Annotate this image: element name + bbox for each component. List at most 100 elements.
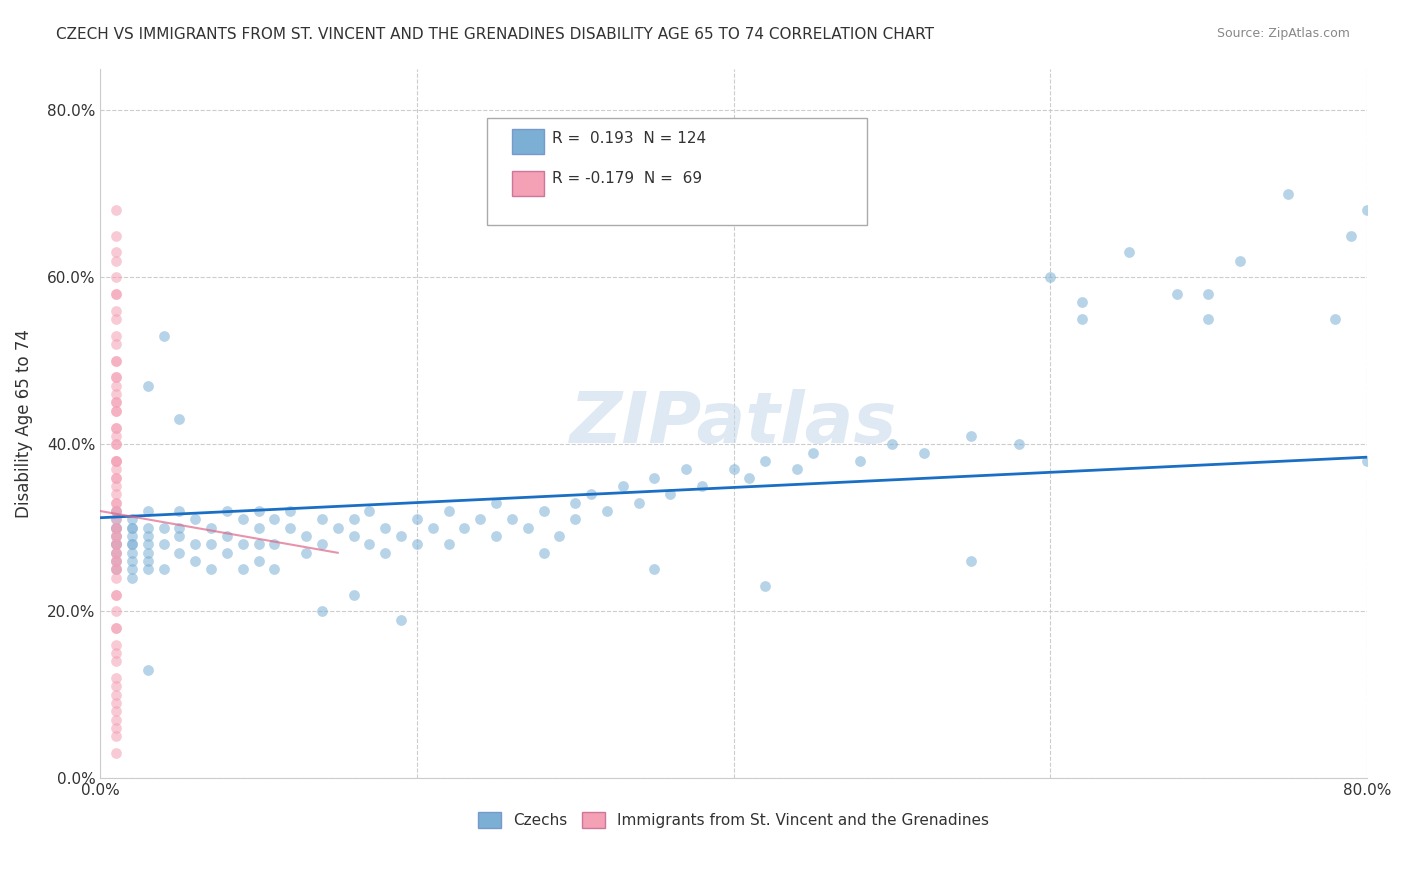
Point <box>105 496 128 510</box>
Point <box>342 588 364 602</box>
Point <box>105 496 128 510</box>
Point <box>136 521 159 535</box>
Point <box>359 504 381 518</box>
Point <box>105 429 128 443</box>
Point <box>801 445 824 459</box>
Point <box>136 504 159 518</box>
Point <box>105 537 128 551</box>
Point <box>105 537 128 551</box>
Point <box>374 521 396 535</box>
Point <box>136 562 159 576</box>
Point <box>1070 312 1092 326</box>
Point <box>247 554 270 568</box>
Point <box>105 404 128 418</box>
Point <box>105 546 128 560</box>
Point <box>105 588 128 602</box>
Y-axis label: Disability Age 65 to 74: Disability Age 65 to 74 <box>15 329 32 518</box>
Point <box>169 412 191 426</box>
Point <box>278 521 301 535</box>
Point <box>105 529 128 543</box>
Point <box>247 521 270 535</box>
Point <box>136 546 159 560</box>
Point <box>121 521 143 535</box>
Point <box>1324 312 1347 326</box>
Point <box>723 462 745 476</box>
Point <box>960 554 983 568</box>
Point <box>136 554 159 568</box>
Point <box>105 387 128 401</box>
Point <box>105 621 128 635</box>
Point <box>1198 287 1220 301</box>
Point <box>311 512 333 526</box>
Point <box>105 554 128 568</box>
Point <box>232 537 254 551</box>
Point <box>1118 245 1140 260</box>
Point <box>247 504 270 518</box>
Point <box>169 504 191 518</box>
Point <box>105 454 128 468</box>
Point <box>152 537 174 551</box>
Point <box>121 554 143 568</box>
Point <box>121 571 143 585</box>
Point <box>215 529 238 543</box>
Point <box>121 537 143 551</box>
Point <box>453 521 475 535</box>
Point <box>786 462 808 476</box>
Point <box>105 203 128 218</box>
Point <box>105 588 128 602</box>
Point <box>105 562 128 576</box>
Point <box>105 437 128 451</box>
Point <box>215 504 238 518</box>
Point <box>136 379 159 393</box>
Point <box>105 337 128 351</box>
Point <box>105 646 128 660</box>
Point <box>105 479 128 493</box>
Point <box>659 487 682 501</box>
Point <box>105 353 128 368</box>
Point <box>200 521 222 535</box>
Point <box>105 654 128 668</box>
Point <box>406 537 429 551</box>
Point <box>105 253 128 268</box>
Point <box>105 529 128 543</box>
Point <box>121 537 143 551</box>
Point <box>579 487 602 501</box>
Point <box>437 504 460 518</box>
Point <box>232 512 254 526</box>
Point <box>232 562 254 576</box>
Point <box>470 512 492 526</box>
Point <box>564 496 586 510</box>
Point <box>105 537 128 551</box>
Point <box>263 562 285 576</box>
Point <box>1355 454 1378 468</box>
Point <box>121 562 143 576</box>
Point <box>184 512 207 526</box>
Point <box>105 353 128 368</box>
Point <box>342 529 364 543</box>
Point <box>105 688 128 702</box>
Point <box>359 537 381 551</box>
Point <box>643 470 665 484</box>
Point <box>105 487 128 501</box>
Legend: Czechs, Immigrants from St. Vincent and the Grenadines: Czechs, Immigrants from St. Vincent and … <box>471 806 995 834</box>
Point <box>627 496 650 510</box>
Point <box>485 529 508 543</box>
Point <box>105 546 128 560</box>
Point <box>533 546 555 560</box>
Point <box>105 512 128 526</box>
Point <box>136 529 159 543</box>
Point <box>200 537 222 551</box>
Text: R = -0.179  N =  69: R = -0.179 N = 69 <box>553 171 703 186</box>
Point <box>105 420 128 434</box>
Point <box>501 512 523 526</box>
Point <box>912 445 935 459</box>
Point <box>105 554 128 568</box>
Point <box>105 521 128 535</box>
Point <box>105 546 128 560</box>
Point <box>105 287 128 301</box>
Point <box>326 521 349 535</box>
Point <box>200 562 222 576</box>
Point <box>136 537 159 551</box>
Point <box>105 671 128 685</box>
Point <box>437 537 460 551</box>
